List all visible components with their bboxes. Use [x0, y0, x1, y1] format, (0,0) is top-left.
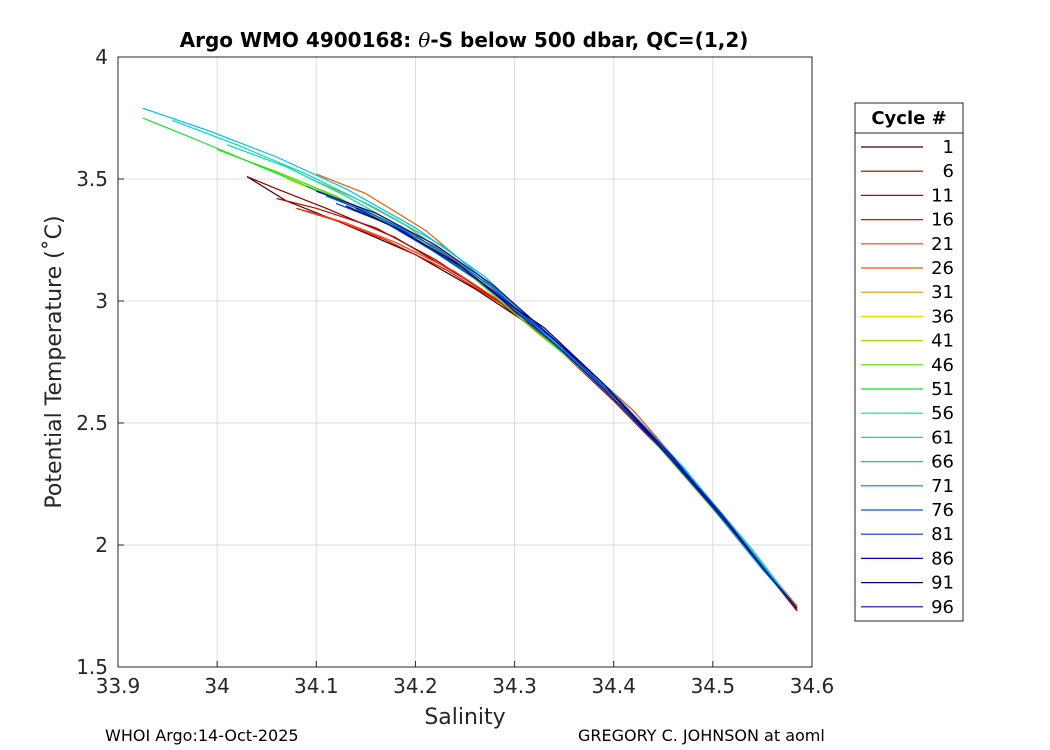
y-axis-ticks: 1.5 2 2.5 3 3.5 4 [76, 45, 124, 679]
x-tick-label: 34 [204, 674, 229, 698]
legend-entry-label: 91 [931, 573, 954, 594]
y-tick-label: 4 [95, 45, 108, 69]
legend-entry-label: 1 [943, 137, 954, 158]
series-line-cycle-41 [256, 163, 798, 609]
series-line-cycle-51 [142, 117, 798, 609]
x-tick-label: 33.9 [96, 674, 141, 698]
y-axis-label: Potential Temperature (˚C) [42, 215, 67, 508]
legend-entry-label: 71 [931, 476, 954, 497]
series-line-cycle-31 [316, 180, 798, 609]
x-tick-label: 34.3 [492, 674, 537, 698]
legend-entry-label: 16 [931, 210, 954, 231]
legend-entry-label: 21 [931, 234, 954, 255]
y-tick-label: 3.5 [76, 167, 108, 191]
legend-entry-label: 56 [931, 403, 954, 424]
series-line-cycle-46 [216, 149, 798, 609]
legend-entry-label: 61 [931, 427, 954, 448]
series-line-cycle-66 [142, 107, 798, 609]
y-tick-label: 2 [95, 533, 108, 557]
y-tick-label: 2.5 [76, 411, 108, 435]
series-line-cycle-21 [306, 210, 798, 609]
x-tick-label: 34.6 [790, 674, 835, 698]
series-line-cycle-86 [316, 190, 798, 609]
series-line-cycle-56 [226, 144, 798, 609]
chart-title: Argo WMO 4900168: θ-S below 500 dbar, QC… [180, 28, 749, 52]
series-line-cycle-81 [335, 202, 798, 609]
legend-entry-label: 41 [931, 331, 954, 352]
legend: Cycle #161116212631364146515661667176818… [854, 102, 964, 622]
footer-right: GREGORY C. JOHNSON at aoml [578, 726, 825, 745]
legend-title: Cycle # [871, 108, 946, 129]
series-line-cycle-91 [345, 205, 798, 609]
legend-entry-label: 6 [943, 161, 954, 182]
legend-entry-label: 81 [931, 524, 954, 545]
legend-entry-label: 96 [931, 597, 954, 618]
series-line-cycle-6 [246, 176, 798, 612]
legend-entry-label: 51 [931, 379, 954, 400]
series-line-cycle-16 [296, 207, 798, 609]
legend-entry-label: 86 [931, 548, 954, 569]
plot-area-frame [117, 56, 813, 668]
y-tick-label: 1.5 [76, 655, 108, 679]
grid-lines [117, 56, 813, 668]
legend-entry-label: 46 [931, 355, 954, 376]
legend-entry-label: 66 [931, 452, 954, 473]
series-line-cycle-1 [246, 176, 798, 612]
legend-entry-label: 76 [931, 500, 954, 521]
series-line-cycle-11 [276, 197, 798, 612]
x-tick-label: 34.2 [393, 674, 438, 698]
legend-entry-label: 11 [931, 185, 954, 206]
x-tick-label: 34.5 [691, 674, 736, 698]
legend-entry-label: 31 [931, 282, 954, 303]
series-line-cycle-96 [355, 207, 798, 609]
series-line-cycle-36 [286, 178, 798, 609]
footer-left: WHOI Argo:14-Oct-2025 [105, 726, 299, 745]
x-tick-label: 34.1 [294, 674, 339, 698]
legend-entry-label: 36 [931, 306, 954, 327]
y-tick-label: 3 [95, 289, 108, 313]
series-lines [142, 107, 798, 612]
legend-entry-label: 26 [931, 258, 954, 279]
series-line-cycle-76 [325, 195, 798, 609]
x-axis-label: Salinity [424, 705, 505, 730]
series-line-cycle-61 [172, 119, 798, 609]
x-axis-ticks: 33.9 34 34.1 34.2 34.3 34.4 34.5 34.6 [96, 661, 835, 698]
x-tick-label: 34.4 [591, 674, 636, 698]
series-line-cycle-26 [316, 173, 798, 607]
